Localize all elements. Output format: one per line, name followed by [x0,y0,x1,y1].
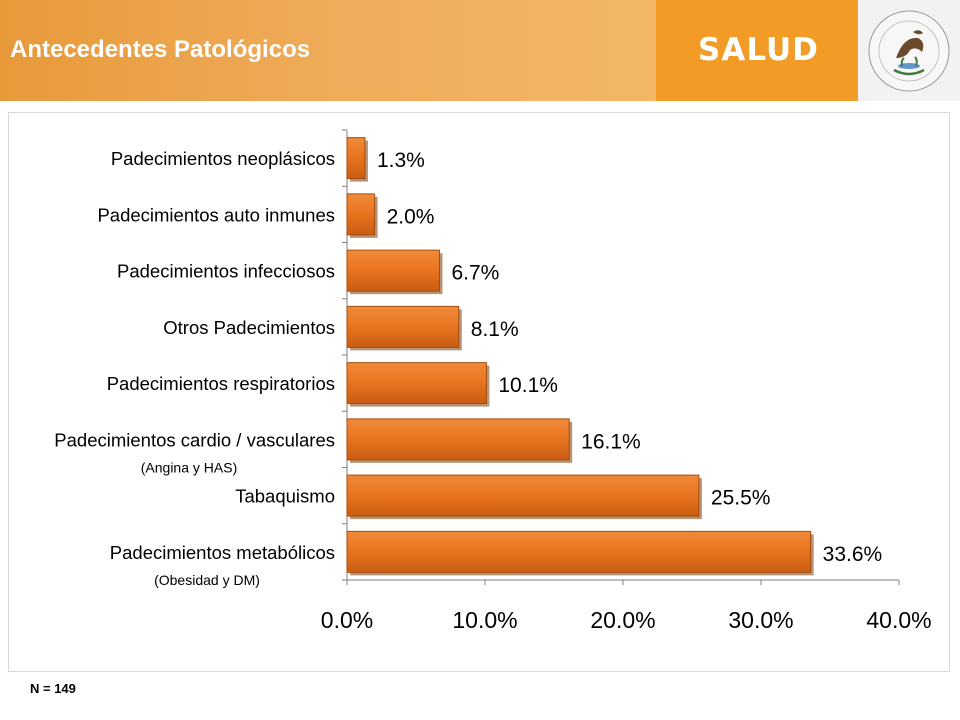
bar-value-label: 6.7% [451,262,499,285]
bar [346,418,570,461]
category-label: Padecimientos infecciosos [117,261,335,282]
chart-panel: 0.0% 10.0% 20.0% 30.0% 40.0% 1.3% Padecimiento… [8,112,950,672]
x-tick-label: 0.0% [321,607,373,633]
x-tick-label: 10.0% [452,607,517,633]
bar-value-label: 10.1% [498,374,558,397]
header-brand-band [656,0,858,101]
bar-value-label: 1.3% [377,149,425,172]
bar-chart: 0.0% 10.0% 20.0% 30.0% 40.0% 1.3% Padecimiento… [54,129,932,633]
category-label: Tabaquismo [235,486,335,507]
bar [346,249,440,292]
page-title: Antecedentes Patológicos [10,36,311,63]
category-sublabel: (Obesidad y DM) [154,572,260,588]
category-label: Padecimientos neoplásicos [111,148,335,169]
bar [346,137,366,180]
bar-value-label: 8.1% [471,318,519,341]
category-label: Padecimientos cardio / vasculares [54,429,335,450]
x-tick-label: 30.0% [728,607,793,633]
bar [346,193,376,236]
slide-header: Antecedentes Patológicos SALUD [0,0,960,101]
bar-value-label: 25.5% [711,487,771,510]
header-seal-band [858,0,960,101]
category-label: Padecimientos metabólicos [110,542,335,563]
category-sublabel: (Angina y HAS) [141,459,237,475]
bar [346,530,812,573]
x-tick-label: 40.0% [866,607,931,633]
header-title-band: Antecedentes Patológicos [0,0,656,101]
bar [346,305,460,348]
bar-value-label: 33.6% [823,543,883,566]
category-label: Padecimientos respiratorios [107,373,335,394]
sample-size-note: N = 149 [30,681,76,696]
mexican-seal-icon [868,10,950,92]
bar [346,474,700,517]
category-label: Padecimientos auto inmunes [97,204,335,225]
salud-logo: SALUD [698,32,819,68]
x-tick-label: 20.0% [590,607,655,633]
category-label: Otros Padecimientos [163,317,335,338]
bar-value-label: 16.1% [581,430,641,453]
bar [346,362,487,405]
bar-value-label: 2.0% [387,205,435,228]
